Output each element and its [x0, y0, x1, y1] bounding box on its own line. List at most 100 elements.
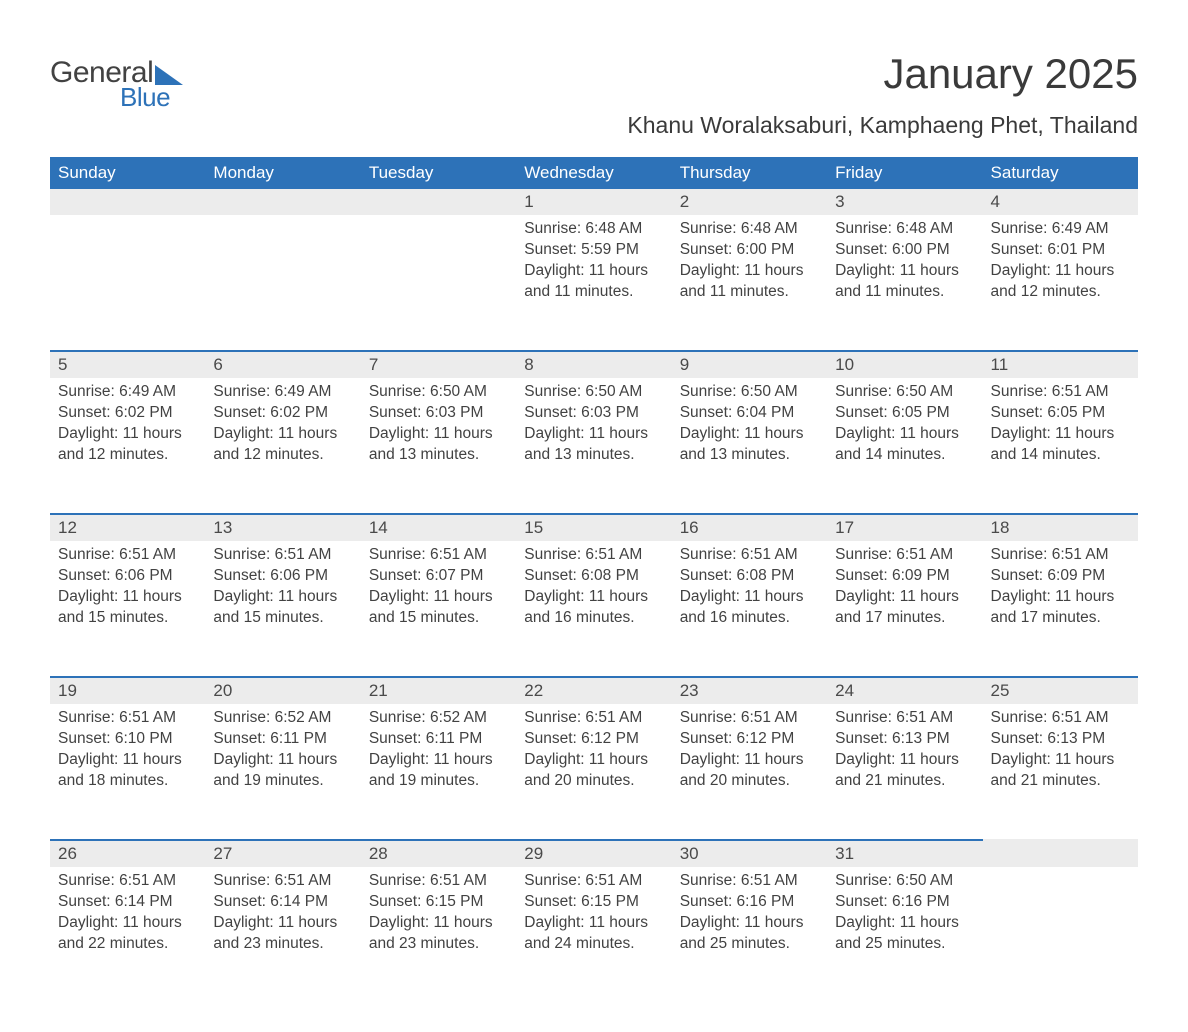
- day-body: Sunrise: 6:50 AMSunset: 6:03 PMDaylight:…: [516, 378, 671, 474]
- day-body: Sunrise: 6:51 AMSunset: 6:13 PMDaylight:…: [983, 704, 1138, 800]
- day-number-cell: 24: [827, 676, 982, 704]
- day-header: Tuesday: [361, 157, 516, 189]
- day-number-cell: 7: [361, 350, 516, 378]
- day-number-cell: 28: [361, 839, 516, 867]
- day-body: Sunrise: 6:49 AMSunset: 6:02 PMDaylight:…: [50, 378, 205, 474]
- day-body-empty: [983, 867, 1138, 879]
- day-body: Sunrise: 6:51 AMSunset: 6:08 PMDaylight:…: [672, 541, 827, 637]
- day-body: Sunrise: 6:51 AMSunset: 6:06 PMDaylight:…: [205, 541, 360, 637]
- day-body-empty: [50, 215, 205, 227]
- day-body-cell: [983, 867, 1138, 1002]
- day-number: 1: [516, 189, 671, 215]
- day-body-cell: Sunrise: 6:51 AMSunset: 6:09 PMDaylight:…: [827, 541, 982, 676]
- day-body-cell: Sunrise: 6:49 AMSunset: 6:01 PMDaylight:…: [983, 215, 1138, 350]
- day-body-cell: Sunrise: 6:48 AMSunset: 6:00 PMDaylight:…: [827, 215, 982, 350]
- month-title: January 2025: [627, 50, 1138, 98]
- day-number: 29: [516, 839, 671, 867]
- day-body-cell: Sunrise: 6:51 AMSunset: 6:06 PMDaylight:…: [205, 541, 360, 676]
- day-number-empty: [50, 189, 205, 215]
- day-body-cell: Sunrise: 6:51 AMSunset: 6:09 PMDaylight:…: [983, 541, 1138, 676]
- day-number: 31: [827, 839, 982, 867]
- day-number: 3: [827, 189, 982, 215]
- day-body-cell: Sunrise: 6:52 AMSunset: 6:11 PMDaylight:…: [205, 704, 360, 839]
- day-body-cell: Sunrise: 6:52 AMSunset: 6:11 PMDaylight:…: [361, 704, 516, 839]
- day-body-cell: Sunrise: 6:51 AMSunset: 6:08 PMDaylight:…: [516, 541, 671, 676]
- day-number-cell: 6: [205, 350, 360, 378]
- day-number-cell: 10: [827, 350, 982, 378]
- day-number: 18: [983, 513, 1138, 541]
- day-number-cell: 21: [361, 676, 516, 704]
- day-number: 19: [50, 676, 205, 704]
- day-body-cell: Sunrise: 6:50 AMSunset: 6:03 PMDaylight:…: [516, 378, 671, 513]
- day-number: 24: [827, 676, 982, 704]
- day-number: 4: [983, 189, 1138, 215]
- title-block: January 2025 Khanu Woralaksaburi, Kampha…: [627, 50, 1138, 139]
- day-body: Sunrise: 6:51 AMSunset: 6:08 PMDaylight:…: [516, 541, 671, 637]
- day-body: Sunrise: 6:50 AMSunset: 6:16 PMDaylight:…: [827, 867, 982, 963]
- day-number: 26: [50, 839, 205, 867]
- day-body-cell: Sunrise: 6:48 AMSunset: 6:00 PMDaylight:…: [672, 215, 827, 350]
- calendar-tbody: 1234Sunrise: 6:48 AMSunset: 5:59 PMDayli…: [50, 189, 1138, 1002]
- day-body-cell: Sunrise: 6:49 AMSunset: 6:02 PMDaylight:…: [50, 378, 205, 513]
- day-number: 5: [50, 350, 205, 378]
- day-number-cell: 19: [50, 676, 205, 704]
- day-number: 11: [983, 350, 1138, 378]
- day-number-cell: [983, 839, 1138, 867]
- location-subtitle: Khanu Woralaksaburi, Kamphaeng Phet, Tha…: [627, 112, 1138, 139]
- day-number-cell: 18: [983, 513, 1138, 541]
- day-number-cell: 20: [205, 676, 360, 704]
- week-body-row: Sunrise: 6:51 AMSunset: 6:10 PMDaylight:…: [50, 704, 1138, 839]
- day-number-cell: 2: [672, 189, 827, 215]
- day-body: Sunrise: 6:50 AMSunset: 6:04 PMDaylight:…: [672, 378, 827, 474]
- day-body: Sunrise: 6:48 AMSunset: 6:00 PMDaylight:…: [827, 215, 982, 311]
- day-body-cell: Sunrise: 6:51 AMSunset: 6:13 PMDaylight:…: [827, 704, 982, 839]
- day-body: Sunrise: 6:51 AMSunset: 6:12 PMDaylight:…: [516, 704, 671, 800]
- day-body: Sunrise: 6:51 AMSunset: 6:15 PMDaylight:…: [516, 867, 671, 963]
- day-number-cell: 1: [516, 189, 671, 215]
- day-number: 2: [672, 189, 827, 215]
- day-number: 8: [516, 350, 671, 378]
- day-number-cell: 25: [983, 676, 1138, 704]
- day-number: 7: [361, 350, 516, 378]
- day-number: 16: [672, 513, 827, 541]
- day-body: Sunrise: 6:48 AMSunset: 6:00 PMDaylight:…: [672, 215, 827, 311]
- day-body-cell: Sunrise: 6:51 AMSunset: 6:13 PMDaylight:…: [983, 704, 1138, 839]
- day-header: Saturday: [983, 157, 1138, 189]
- day-body: Sunrise: 6:52 AMSunset: 6:11 PMDaylight:…: [361, 704, 516, 800]
- day-number: 6: [205, 350, 360, 378]
- day-number-cell: 30: [672, 839, 827, 867]
- day-number-cell: 8: [516, 350, 671, 378]
- page-header: General Blue January 2025 Khanu Woralaks…: [50, 50, 1138, 139]
- week-body-row: Sunrise: 6:51 AMSunset: 6:06 PMDaylight:…: [50, 541, 1138, 676]
- logo-text-blue: Blue: [120, 82, 185, 113]
- day-number: 17: [827, 513, 982, 541]
- day-body-empty: [205, 215, 360, 227]
- day-header: Monday: [205, 157, 360, 189]
- day-body: Sunrise: 6:51 AMSunset: 6:15 PMDaylight:…: [361, 867, 516, 963]
- day-number-cell: 31: [827, 839, 982, 867]
- day-number: 10: [827, 350, 982, 378]
- day-number-cell: 11: [983, 350, 1138, 378]
- day-body-cell: Sunrise: 6:50 AMSunset: 6:03 PMDaylight:…: [361, 378, 516, 513]
- day-number: 21: [361, 676, 516, 704]
- day-body-cell: Sunrise: 6:51 AMSunset: 6:14 PMDaylight:…: [205, 867, 360, 1002]
- calendar-page: General Blue January 2025 Khanu Woralaks…: [0, 0, 1188, 1032]
- day-body: Sunrise: 6:51 AMSunset: 6:05 PMDaylight:…: [983, 378, 1138, 474]
- day-body: Sunrise: 6:51 AMSunset: 6:06 PMDaylight:…: [50, 541, 205, 637]
- week-number-row: 12131415161718: [50, 513, 1138, 541]
- day-body-cell: Sunrise: 6:51 AMSunset: 6:16 PMDaylight:…: [672, 867, 827, 1002]
- day-body-cell: Sunrise: 6:51 AMSunset: 6:06 PMDaylight:…: [50, 541, 205, 676]
- day-header: Friday: [827, 157, 982, 189]
- day-number: 9: [672, 350, 827, 378]
- day-body: Sunrise: 6:51 AMSunset: 6:09 PMDaylight:…: [983, 541, 1138, 637]
- day-number-cell: 15: [516, 513, 671, 541]
- day-body: Sunrise: 6:50 AMSunset: 6:03 PMDaylight:…: [361, 378, 516, 474]
- day-number-empty: [361, 189, 516, 215]
- day-number: 14: [361, 513, 516, 541]
- day-number-cell: [361, 189, 516, 215]
- day-body-cell: Sunrise: 6:51 AMSunset: 6:15 PMDaylight:…: [516, 867, 671, 1002]
- day-number: 25: [983, 676, 1138, 704]
- day-body-cell: Sunrise: 6:51 AMSunset: 6:08 PMDaylight:…: [672, 541, 827, 676]
- day-number: 12: [50, 513, 205, 541]
- calendar-table: Sunday Monday Tuesday Wednesday Thursday…: [50, 157, 1138, 1002]
